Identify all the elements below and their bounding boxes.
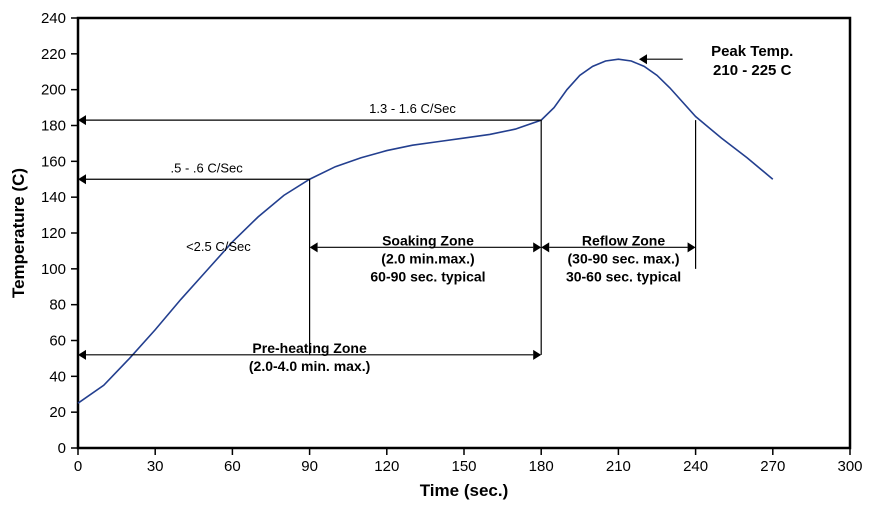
x-tick-label: 150: [451, 458, 476, 475]
x-tick-label: 270: [760, 458, 785, 475]
label-reflow: (30-90 sec. max.): [568, 250, 680, 266]
y-tick-label: 180: [41, 118, 66, 135]
y-tick-label: 20: [49, 404, 66, 421]
x-tick-label: 120: [374, 458, 399, 475]
x-tick-label: 210: [606, 458, 631, 475]
y-tick-label: 60: [49, 333, 66, 350]
y-axis-title: Temperature (C): [9, 168, 28, 298]
reflow-profile-chart: 0 30 60 90 120 150 180 210 240 270 300 0 20 40 60 80 100…: [0, 0, 875, 510]
x-tick-label: 300: [837, 458, 862, 475]
y-tick-label: 240: [41, 10, 66, 27]
label-preheat: Pre-heating Zone: [252, 340, 367, 356]
y-tick-label: 80: [49, 297, 66, 314]
y-tick-label: 160: [41, 153, 66, 170]
label-soak: (2.0 min.max.): [381, 250, 474, 266]
y-tick-label: 200: [41, 82, 66, 99]
label-rate1: .5 - .6 C/Sec: [171, 160, 244, 175]
x-tick-label: 60: [224, 458, 241, 475]
x-axis-title: Time (sec.): [420, 481, 509, 500]
label-reflow: 30-60 sec. typical: [566, 268, 681, 284]
free-annotation: <2.5 C/Sec: [186, 239, 251, 254]
label-preheat: (2.0-4.0 min. max.): [249, 358, 370, 374]
label-rate2: 1.3 - 1.6 C/Sec: [369, 101, 456, 116]
x-tick-label: 30: [147, 458, 164, 475]
x-tick-label: 240: [683, 458, 708, 475]
y-tick-label: 0: [58, 440, 66, 457]
y-tick-label: 40: [49, 368, 66, 385]
x-tick-label: 90: [301, 458, 318, 475]
label-soak: Soaking Zone: [382, 232, 474, 248]
label-soak: 60-90 sec. typical: [370, 268, 485, 284]
x-tick-label: 0: [74, 458, 82, 475]
y-tick-label: 140: [41, 189, 66, 206]
label-reflow: Reflow Zone: [582, 232, 665, 248]
label-peak: Peak Temp.: [711, 43, 793, 60]
y-tick-label: 100: [41, 261, 66, 278]
x-tick-label: 180: [529, 458, 554, 475]
y-tick-label: 220: [41, 46, 66, 63]
y-tick-label: 120: [41, 225, 66, 242]
label-peak: 210 - 225 C: [713, 62, 792, 79]
